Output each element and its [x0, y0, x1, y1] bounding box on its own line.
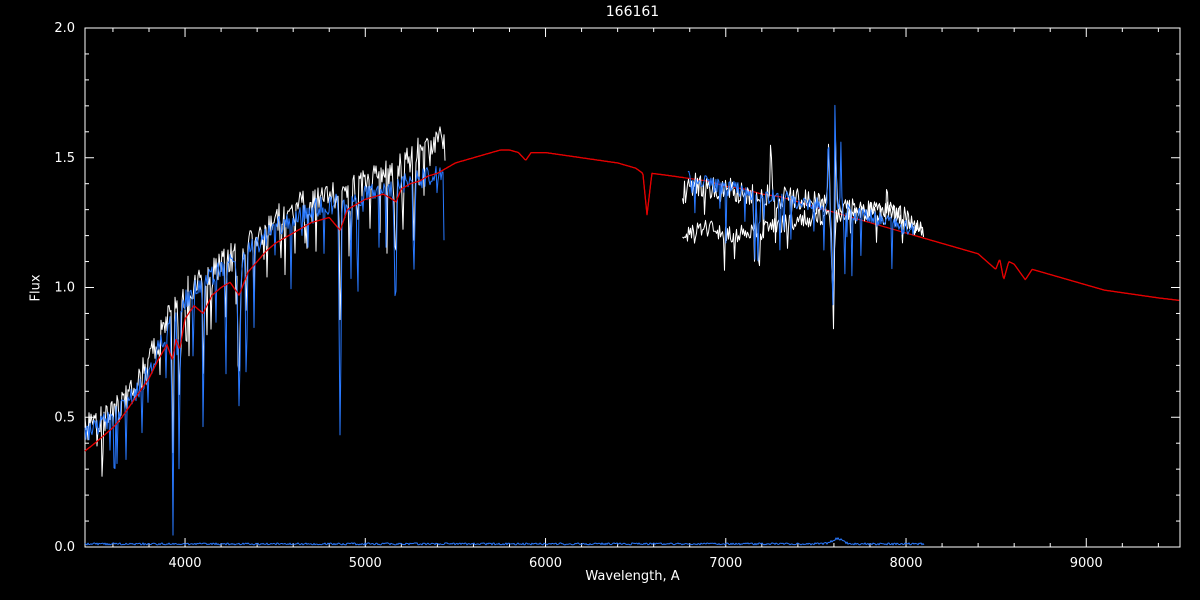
svg-text:1.5: 1.5	[54, 151, 75, 166]
svg-text:6000: 6000	[529, 556, 562, 571]
svg-text:5000: 5000	[349, 556, 382, 571]
svg-text:0.5: 0.5	[54, 410, 75, 425]
x-axis-label: Wavelength, A	[585, 569, 680, 584]
svg-text:8000: 8000	[889, 556, 922, 571]
svg-text:0.0: 0.0	[54, 540, 75, 555]
svg-text:2.0: 2.0	[54, 21, 75, 36]
svg-text:1.0: 1.0	[54, 281, 75, 296]
chart-title: 166161	[605, 4, 660, 20]
svg-text:7000: 7000	[709, 556, 742, 571]
svg-text:9000: 9000	[1070, 556, 1103, 571]
y-axis-label: Flux	[28, 274, 44, 302]
svg-text:4000: 4000	[168, 556, 201, 571]
